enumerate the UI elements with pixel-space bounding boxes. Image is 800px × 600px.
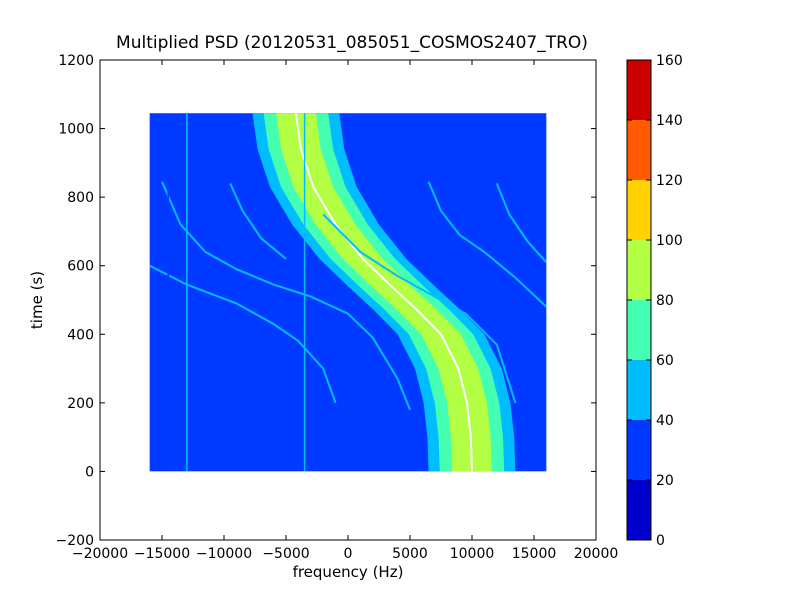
colorbar-tick-label: 60 xyxy=(656,353,674,369)
secondary-trace xyxy=(495,183,547,263)
main-trace-center xyxy=(294,113,473,472)
x-tick-label: 15000 xyxy=(512,546,557,562)
y-tick-label: 1000 xyxy=(58,122,94,138)
y-axis-label: time (s) xyxy=(28,271,46,329)
y-tick-label: 800 xyxy=(67,190,94,206)
x-tick-label: 20000 xyxy=(574,546,619,562)
x-tick-label: −15000 xyxy=(134,546,190,562)
colorbar-segment xyxy=(627,480,651,540)
secondary-trace xyxy=(427,181,547,308)
secondary-trace xyxy=(161,181,411,411)
colorbar-tick-label: 160 xyxy=(656,53,683,69)
x-tick-label: −10000 xyxy=(196,546,252,562)
colorbar-segment xyxy=(627,300,651,360)
colorbar-tick-label: 20 xyxy=(656,473,674,489)
colorbar-tick-label: 120 xyxy=(656,173,683,189)
colorbar-segment xyxy=(627,420,651,480)
y-tick-label: −200 xyxy=(56,533,94,549)
colorbar-segment xyxy=(627,360,651,420)
colorbar-tick-label: 140 xyxy=(656,113,683,129)
colorbar-segment xyxy=(627,60,651,120)
y-tick-label: 1200 xyxy=(58,53,94,69)
main-trace-band xyxy=(276,113,492,472)
x-axis-label: frequency (Hz) xyxy=(293,563,404,581)
y-tick-label: 200 xyxy=(67,396,94,412)
secondary-trace xyxy=(229,182,287,260)
colorbar-segment xyxy=(627,180,651,240)
y-tick-label: 600 xyxy=(67,259,94,275)
x-tick-label: 0 xyxy=(344,546,353,562)
chart-title: Multiplied PSD (20120531_085051_COSMOS24… xyxy=(116,33,588,53)
y-axis: −200 0 200 400 600 800 1000 1200 xyxy=(56,53,596,549)
y-tick-label: 400 xyxy=(67,327,94,343)
colorbar-tick-label: 0 xyxy=(656,533,665,549)
colorbar-tick-label: 80 xyxy=(656,293,674,309)
colorbar: 0 20 40 60 80 100 120 140 160 xyxy=(626,53,683,549)
colorbar-tick-label: 40 xyxy=(656,413,674,429)
x-axis: −20000 −15000 −10000 −5000 0 5000 10000 15000 20… xyxy=(72,60,618,562)
heatmap-image xyxy=(149,113,547,472)
colorbar-tick-label: 100 xyxy=(656,233,683,249)
y-tick-label: 0 xyxy=(85,464,94,480)
x-tick-label: −5000 xyxy=(262,546,309,562)
x-tick-label: 10000 xyxy=(450,546,495,562)
x-tick-label: −20000 xyxy=(72,546,128,562)
x-tick-label: 5000 xyxy=(392,546,428,562)
heatmap-plot: −20000 −15000 −10000 −5000 0 5000 10000 15000 20… xyxy=(56,53,619,562)
colorbar-segment xyxy=(627,120,651,180)
colorbar-segment xyxy=(627,240,651,300)
secondary-trace xyxy=(322,213,517,404)
